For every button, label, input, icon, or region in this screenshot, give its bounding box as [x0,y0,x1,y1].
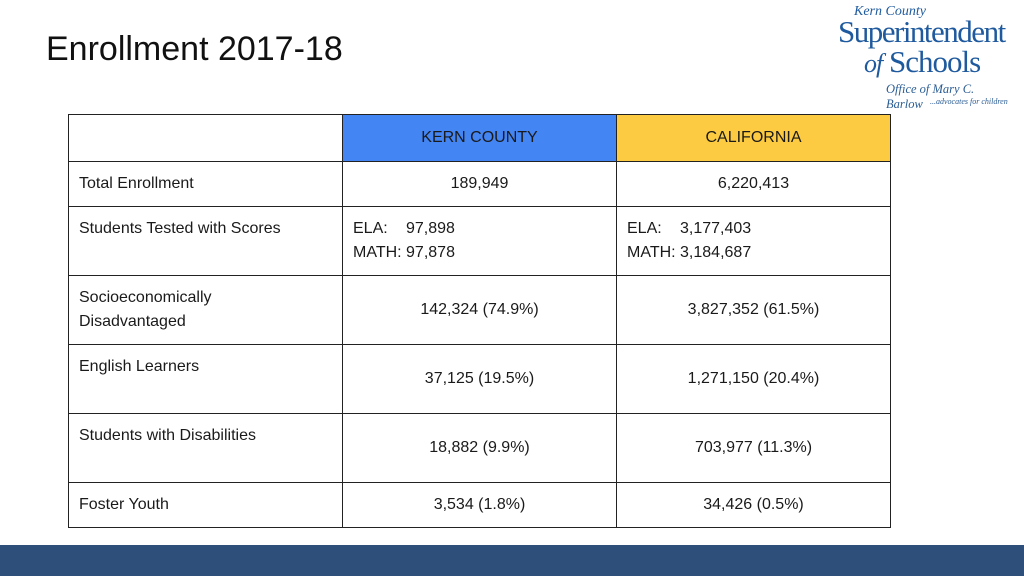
california-foster-youth: 34,426 (0.5%) [616,482,891,528]
english-learners-label: English Learners [79,358,200,375]
sed-label-line2: Disadvantaged [79,313,186,330]
california-english-learners: 1,271,150 (20.4%) [616,344,891,414]
california-ela-value: 3,177,403 [680,220,752,237]
table-header-row: KERN COUNTY CALIFORNIA [68,114,891,162]
table-row: Socioeconomically Disadvantaged 142,324 … [68,275,891,345]
logo-of: of [864,49,883,78]
kern-students-with-disabilities: 18,882 (9.9%) [342,413,617,483]
page-title: Enrollment 2017-18 [46,30,343,68]
logo-line-superintendent: Superintendent [838,14,1006,49]
header-blank-cell [68,114,343,162]
california-students-with-disabilities: 703,977 (11.3%) [616,413,891,483]
kern-english-learners: 37,125 (19.5%) [342,344,617,414]
california-students-tested: ELA: 3,177,403 MATH: 3,184,687 [616,206,891,276]
kern-math-line: MATH: 97,878 [353,244,455,261]
logo-line-tagline: ...advocates for children [930,97,1008,106]
table-row: English Learners 37,125 (19.5%) 1,271,15… [68,344,891,414]
students-with-disabilities-label: Students with Disabilities [79,427,256,444]
kern-ela-value: 97,898 [406,220,455,237]
row-label-students-with-disabilities: Students with Disabilities [68,413,343,483]
logo-schools: Schools [882,44,981,79]
california-socioeconomically-disadvantaged: 3,827,352 (61.5%) [616,275,891,345]
row-label-students-tested: Students Tested with Scores [68,206,343,276]
kern-students-tested: ELA: 97,898 MATH: 97,878 [342,206,617,276]
table-row: Total Enrollment 189,949 6,220,413 [68,161,891,207]
kern-total-enrollment: 189,949 [342,161,617,207]
header-california: CALIFORNIA [616,114,891,162]
row-label-foster-youth: Foster Youth [68,482,343,528]
kern-county-logo: Kern County Superintendent of Schools Of… [834,4,1014,111]
kern-ela-line: ELA: 97,898 [353,207,606,241]
california-total-enrollment: 6,220,413 [616,161,891,207]
sed-label-line1: Socioeconomically [79,289,212,306]
table-row: Foster Youth 3,534 (1.8%) 34,426 (0.5%) [68,482,891,528]
row-label-english-learners: English Learners [68,344,343,414]
enrollment-table: KERN COUNTY CALIFORNIA Total Enrollment … [68,114,891,528]
logo-line-office: Office of Mary C. Barlow [886,82,975,111]
students-tested-label: Students Tested with Scores [79,220,281,237]
kern-socioeconomically-disadvantaged: 142,324 (74.9%) [342,275,617,345]
california-math-line: MATH: 3,184,687 [627,244,752,261]
footer-bar [0,545,1024,576]
california-ela-line: ELA: 3,177,403 [627,207,880,241]
california-ela-label: ELA: [627,220,662,237]
kern-ela-label: ELA: [353,220,388,237]
table-row: Students with Disabilities 18,882 (9.9%)… [68,413,891,483]
table-row: Students Tested with Scores ELA: 97,898 M… [68,206,891,276]
row-label-socioeconomically-disadvantaged: Socioeconomically Disadvantaged [68,275,343,345]
row-label-total-enrollment: Total Enrollment [68,161,343,207]
kern-foster-youth: 3,534 (1.8%) [342,482,617,528]
logo-line-of-schools: of Schools [864,44,981,80]
header-kern-county: KERN COUNTY [342,114,617,162]
logo-line-kern-county: Kern County [854,4,926,19]
